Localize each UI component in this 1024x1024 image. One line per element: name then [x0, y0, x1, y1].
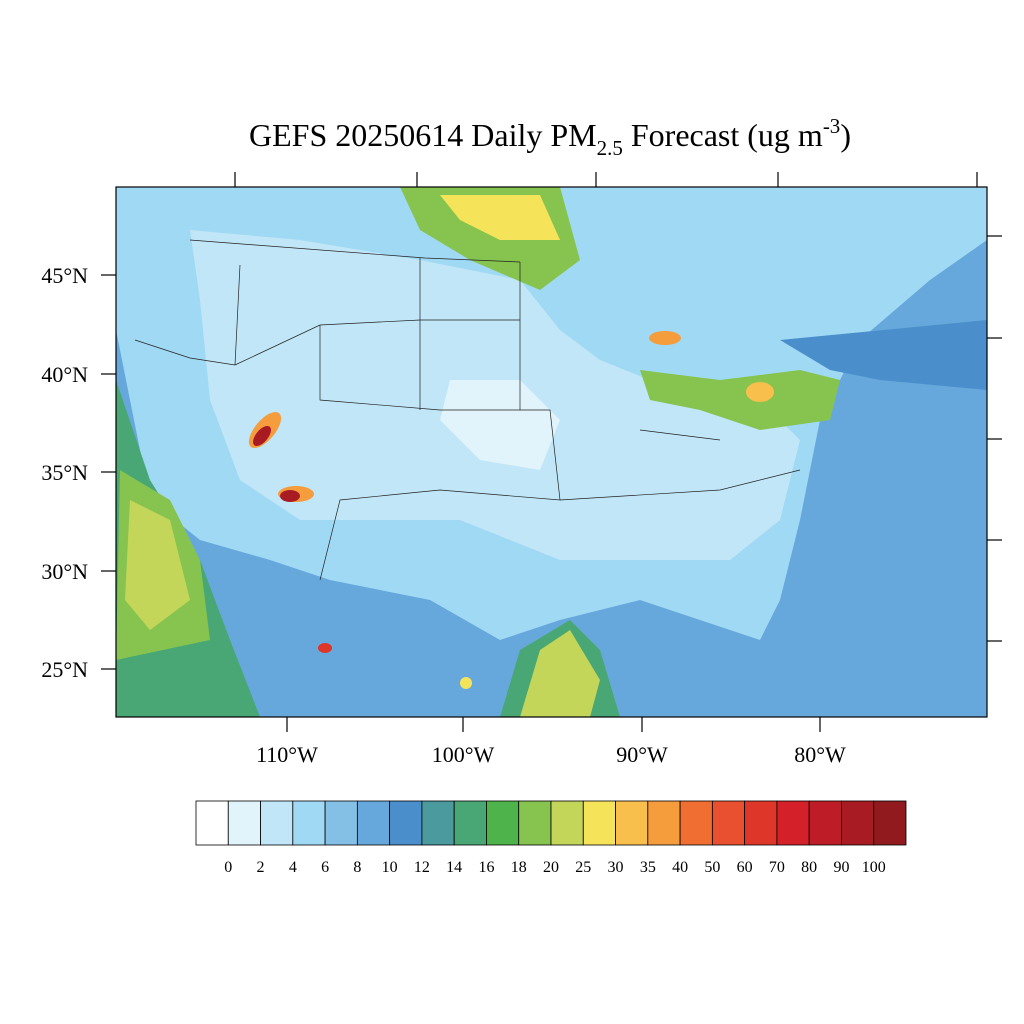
- colorbar-label: 60: [737, 859, 753, 876]
- lat-label: 25°N: [41, 657, 88, 682]
- lon-label: 90°W: [616, 742, 668, 767]
- colorbar-box: [873, 800, 907, 846]
- colorbar-box: [227, 800, 261, 846]
- colorbar-box: [711, 800, 746, 846]
- colorbar-label: 50: [704, 859, 720, 876]
- colorbar-label: 18: [511, 859, 527, 876]
- colorbar-label: 20: [543, 859, 559, 876]
- colorbar-box: [486, 800, 520, 846]
- colorbar-label: 100: [862, 859, 886, 876]
- colorbar-label: 0: [224, 859, 232, 876]
- lat-label: 40°N: [41, 362, 88, 387]
- lon-label: 110°W: [256, 742, 318, 767]
- colorbar-label: 30: [608, 859, 624, 876]
- state-borders: [134, 239, 801, 581]
- colorbar-label: 70: [769, 859, 785, 876]
- colorbar-box: [518, 800, 552, 846]
- title-end: ): [840, 117, 851, 153]
- colorbar: 0 2 4 6 8 10 12 14 16 18 20 25 30 35 40 50 60 70 80 90 100: [195, 800, 907, 876]
- lat-label: 35°N: [41, 460, 88, 485]
- colorbar-box: [260, 800, 294, 846]
- lon-label: 100°W: [432, 742, 495, 767]
- colorbar-box: [356, 800, 391, 846]
- colorbar-box: [582, 800, 616, 846]
- colorbar-label: 12: [414, 859, 430, 876]
- colorbar-box: [421, 800, 455, 846]
- colorbar-label: 16: [478, 859, 494, 876]
- colorbar-label: 8: [353, 859, 361, 876]
- colorbar-box: [744, 800, 778, 846]
- colorbar-box: [808, 800, 842, 846]
- map-field: [116, 187, 987, 717]
- colorbar-box: [195, 800, 229, 846]
- title: GEFS 20250614 Daily PM2.5 Forecast (ug m…: [249, 114, 851, 160]
- colorbar-label: 40: [672, 859, 688, 876]
- colorbar-box: [292, 800, 326, 846]
- colorbar-box: [841, 800, 875, 846]
- colorbar-label: 80: [801, 859, 817, 876]
- colorbar-label: 35: [640, 859, 656, 876]
- colorbar-box: [615, 800, 649, 846]
- colorbar-box: [453, 800, 487, 846]
- map-frame: [115, 186, 988, 718]
- colorbar-box: [679, 800, 713, 846]
- colorbar-box: [776, 800, 810, 846]
- title-middle: Forecast (ug m: [623, 117, 823, 153]
- lon-label: 80°W: [794, 742, 846, 767]
- lat-label: 45°N: [41, 263, 88, 288]
- colorbar-label: 14: [446, 859, 462, 876]
- title-superscript: -3: [823, 114, 841, 138]
- colorbar-label: 10: [382, 859, 398, 876]
- colorbar-box: [647, 800, 681, 846]
- title-subscript: 2.5: [597, 136, 623, 160]
- axis-labels: 45°N 40°N 35°N 30°N 25°N 110°W 100°W 90°W 80°W: [41, 263, 846, 767]
- axis-ticks: [101, 172, 1002, 732]
- colorbar-label: 4: [289, 859, 297, 876]
- colorbar-box: [389, 800, 423, 846]
- colorbar-label: 2: [257, 859, 265, 876]
- lat-label: 30°N: [41, 559, 88, 584]
- title-main: GEFS 20250614 Daily PM: [249, 117, 597, 153]
- colorbar-box: [324, 800, 358, 846]
- colorbar-box: [550, 800, 584, 846]
- colorbar-label: 25: [575, 859, 591, 876]
- colorbar-label: 6: [321, 859, 329, 876]
- colorbar-label: 90: [833, 859, 849, 876]
